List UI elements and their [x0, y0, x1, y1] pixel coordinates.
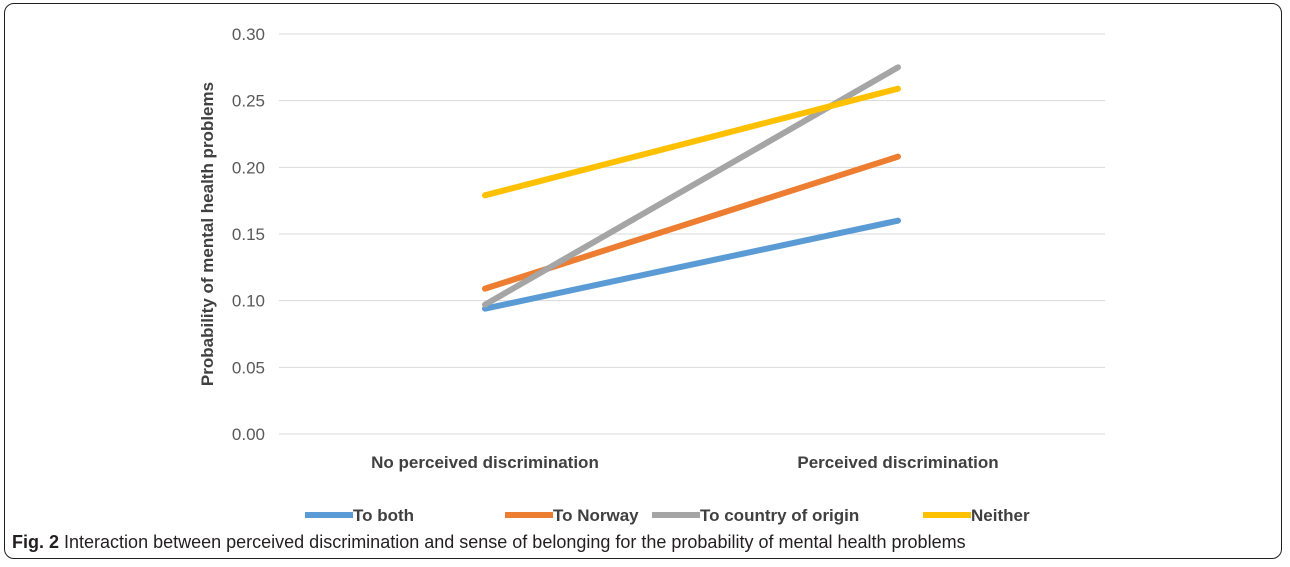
legend-entry: To country of origin: [700, 506, 859, 525]
y-tick-labels: 0.00 0.05 0.10 0.15 0.20 0.25 0.30: [232, 25, 265, 444]
series-line-1: [482, 217, 901, 312]
x-category-label: Perceived discrimination: [797, 453, 998, 472]
y-tick-label: 0.10: [232, 292, 265, 311]
series-line-4: [482, 85, 901, 199]
line-chart: 0.00 0.05 0.10 0.15 0.20 0.25 0.30 No perceive…: [198, 25, 1105, 525]
caption-text: Interaction between perceived discrimina…: [64, 532, 966, 552]
legend-entry: To Norway: [553, 506, 639, 525]
series-lines: [482, 64, 901, 312]
y-axis-label: Probability of mental health problems: [198, 82, 217, 386]
legend-entry: To both: [353, 506, 414, 525]
y-tick-label: 0.15: [232, 225, 265, 244]
figure-frame: [4, 3, 1282, 559]
x-category-label: No perceived discrimination: [371, 453, 599, 472]
x-category-labels: No perceived discrimination Perceived dis…: [371, 453, 998, 472]
y-tick-label: 0.20: [232, 158, 265, 177]
figure-caption: Fig. 2 Interaction between perceived dis…: [12, 532, 966, 553]
y-tick-label: 0.25: [232, 92, 265, 111]
y-tick-label: 0.30: [232, 25, 265, 44]
y-tick-label: 0.00: [232, 425, 265, 444]
legend: To both To Norway To country of origin Neit…: [305, 506, 1030, 525]
y-tick-label: 0.05: [232, 358, 265, 377]
legend-entry: Neither: [971, 506, 1030, 525]
gridlines: [279, 33, 1105, 435]
caption-label: Fig. 2: [12, 532, 60, 552]
